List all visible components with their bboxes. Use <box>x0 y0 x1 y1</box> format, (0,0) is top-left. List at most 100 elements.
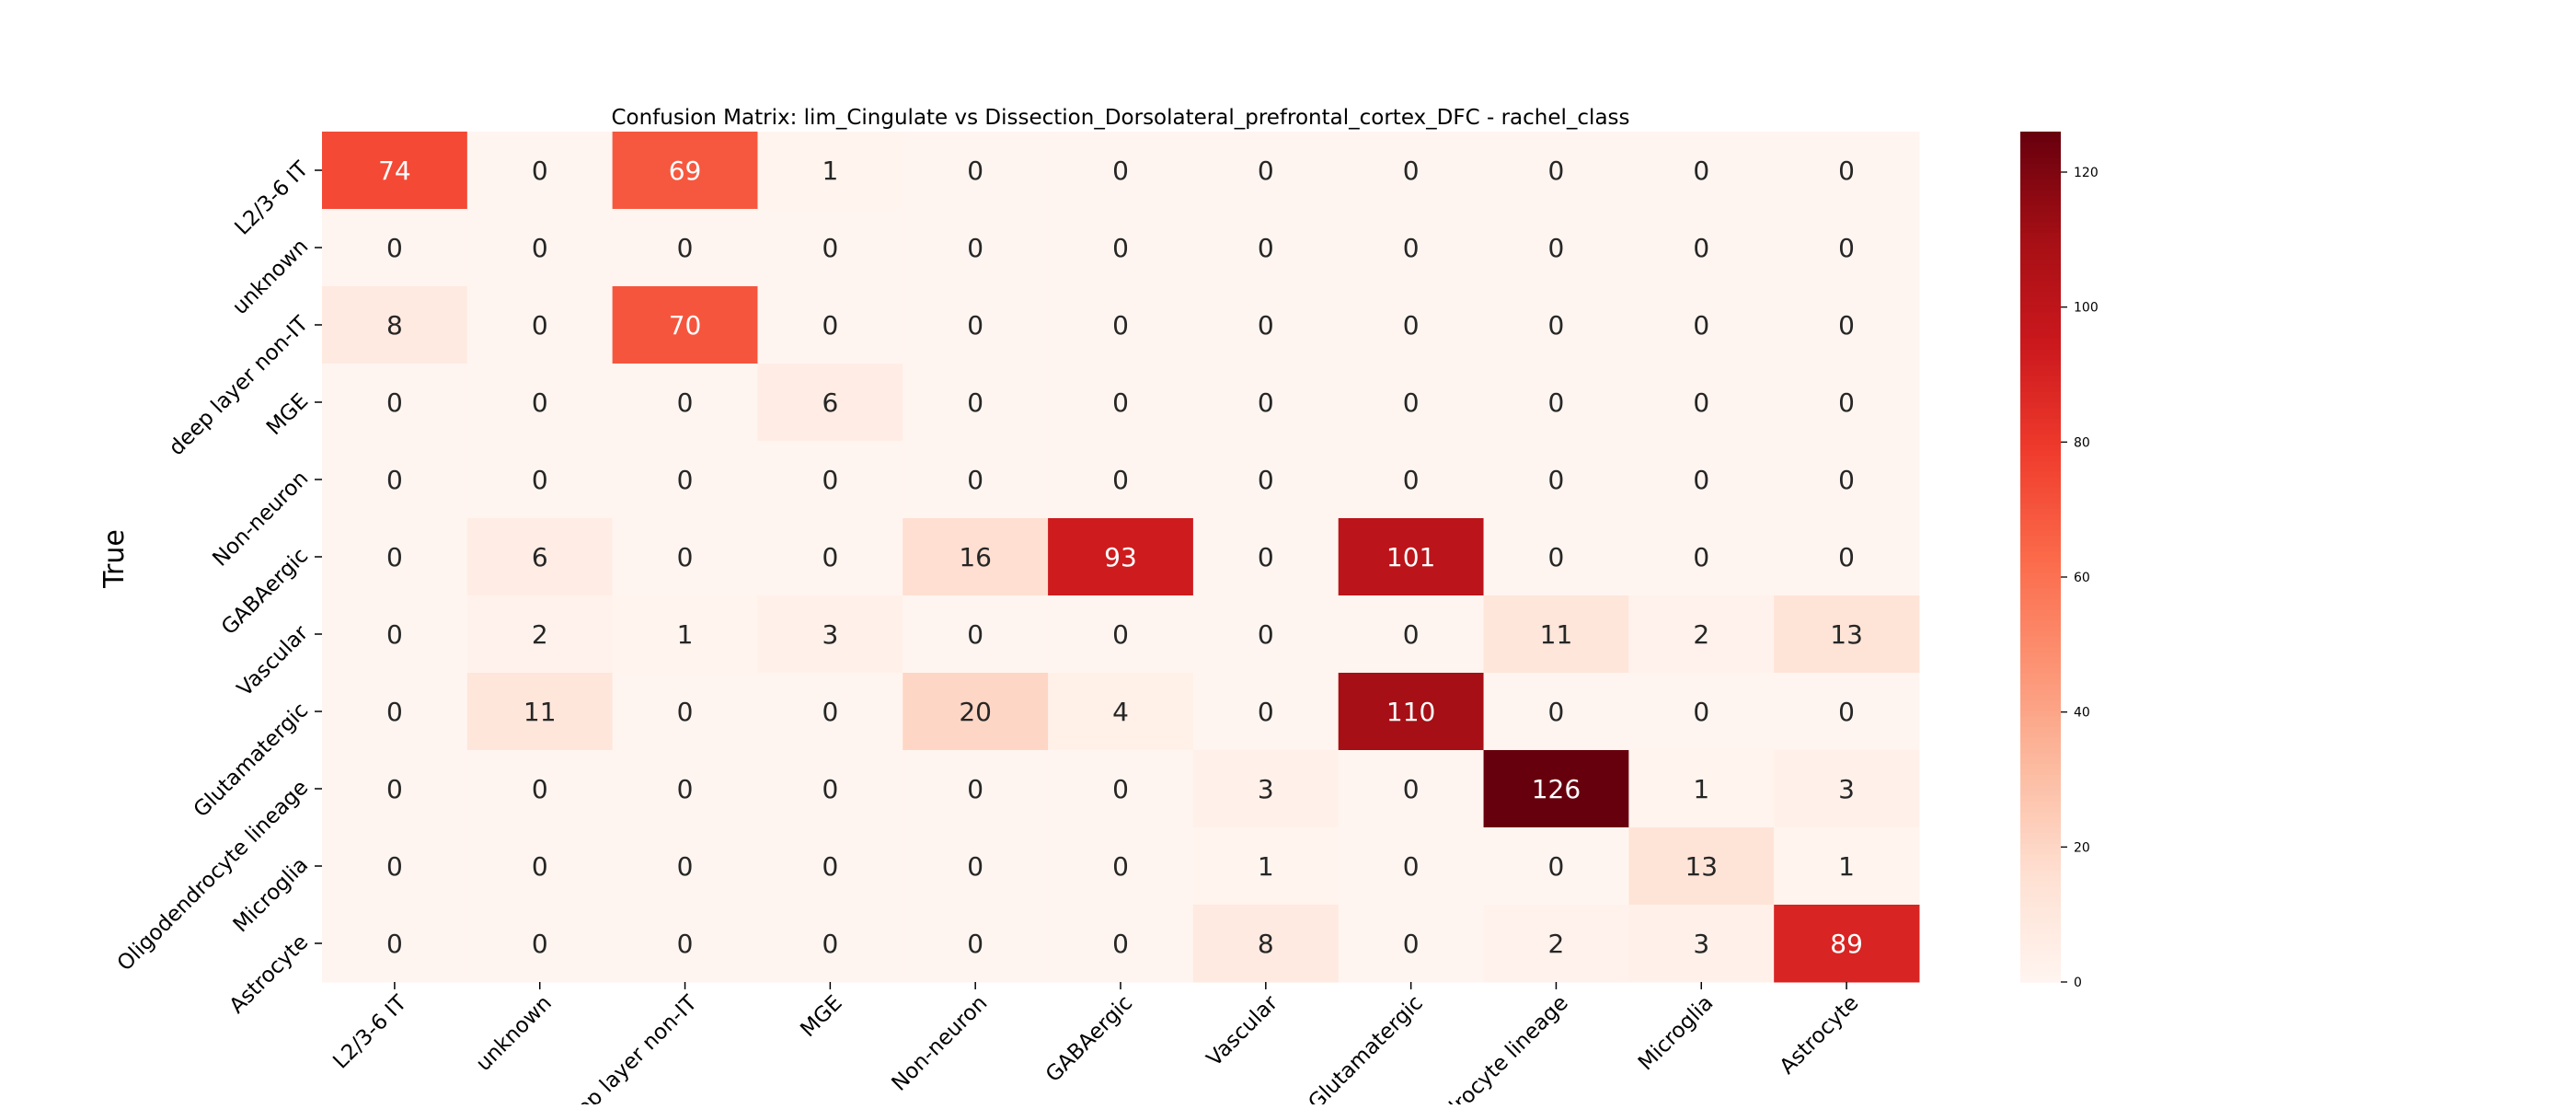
cell-value-label: 2 <box>1548 929 1565 959</box>
heatmap-cell <box>903 905 1049 983</box>
heatmap-cell <box>466 209 614 287</box>
heatmap-cell <box>322 827 468 906</box>
colorbar-segment <box>2020 333 2061 340</box>
colorbar-segment <box>2020 402 2061 409</box>
colorbar-segment <box>2020 641 2061 648</box>
colorbar-segment <box>2020 285 2061 292</box>
colorbar-segment <box>2020 827 2061 834</box>
heatmap-cell <box>757 595 903 674</box>
heatmap-cell <box>1774 595 1920 674</box>
cell-value-label: 0 <box>1403 310 1420 341</box>
heatmap-cell <box>1192 595 1340 674</box>
colorbar-segment <box>2020 535 2061 542</box>
colorbar-segment <box>2020 264 2061 271</box>
colorbar-segment <box>2020 604 2061 611</box>
colorbar-segment <box>2020 445 2061 452</box>
cell-value-label: 0 <box>386 233 403 263</box>
heatmap-cell <box>1338 441 1485 519</box>
colorbar-tick-label: 0 <box>2074 976 2082 990</box>
colorbar-segment <box>2020 354 2061 361</box>
colorbar-segment <box>2020 301 2061 308</box>
cell-value-label: 16 <box>959 542 992 572</box>
colorbar-segment <box>2020 391 2061 399</box>
heatmap-cell <box>1774 364 1920 442</box>
cell-value-label: 0 <box>386 851 403 882</box>
colorbar-segment <box>2020 753 2061 760</box>
cell-value-label: 93 <box>1104 542 1137 572</box>
colorbar-segment <box>2020 546 2061 552</box>
cell-value-label: 69 <box>669 156 702 186</box>
heatmap-cell <box>612 364 758 442</box>
chart-title: Confusion Matrix: lim_Cingulate vs Disse… <box>611 106 1629 130</box>
colorbar-segment <box>2020 822 2061 829</box>
colorbar-segment <box>2020 147 2061 154</box>
heatmap-cell <box>1774 209 1920 287</box>
colorbar-segment <box>2020 232 2061 239</box>
cell-value-label: 0 <box>677 542 694 572</box>
cell-value-label: 0 <box>386 387 403 418</box>
colorbar-segment <box>2020 699 2061 707</box>
heatmap-cell <box>1048 595 1194 674</box>
heatmap-cell <box>903 364 1049 442</box>
cell-value-label: 6 <box>532 542 548 572</box>
cell-value-label: 70 <box>669 310 702 341</box>
colorbar-segment <box>2020 243 2061 249</box>
cell-value-label: 0 <box>386 929 403 959</box>
heatmap-cell <box>1774 286 1920 364</box>
cell-value-label: 0 <box>1258 233 1274 263</box>
cell-value-label: 0 <box>1403 851 1420 882</box>
cell-value-label: 0 <box>1838 233 1855 263</box>
column-tick-label: Vascular <box>1202 990 1282 1070</box>
cell-value-label: 0 <box>822 697 838 727</box>
heatmap-cell <box>1192 441 1340 519</box>
colorbar-segment <box>2020 710 2061 717</box>
cell-value-label: 1 <box>1258 851 1274 882</box>
heatmap-cell <box>1048 827 1194 906</box>
cell-value-label: 0 <box>677 851 694 882</box>
cell-value-label: 13 <box>1830 619 1863 650</box>
colorbar-segment <box>2020 296 2061 303</box>
colorbar-segment <box>2020 153 2061 159</box>
colorbar-segment <box>2020 168 2061 175</box>
cell-value-label: 0 <box>1838 465 1855 495</box>
colorbar-segment <box>2020 929 2061 935</box>
column-tick-label: GABAergic <box>1041 991 1137 1087</box>
cell-value-label: 0 <box>1403 929 1420 959</box>
heatmap-cell <box>903 673 1049 751</box>
cell-value-label: 0 <box>1112 851 1129 882</box>
colorbar-segment <box>2020 833 2061 839</box>
row-tick-label: deep layer non-IT <box>165 311 314 460</box>
heatmap-cell <box>757 750 903 828</box>
heatmap-cell <box>903 518 1049 596</box>
colorbar-segment <box>2020 960 2061 967</box>
cell-value-label: 0 <box>967 851 983 882</box>
heatmap-cell <box>1048 518 1194 596</box>
colorbar-segment <box>2020 588 2061 595</box>
cell-value-label: 89 <box>1830 929 1863 959</box>
heatmap-cell <box>612 595 758 674</box>
heatmap-cell <box>466 750 614 828</box>
heatmap-cell <box>612 209 758 287</box>
cell-value-label: 0 <box>1838 156 1855 186</box>
cell-value-label: 0 <box>967 387 983 418</box>
row-tick-label: L2/3-6 IT <box>231 156 314 239</box>
colorbar-segment <box>2020 732 2061 738</box>
cell-value-label: 0 <box>1112 929 1129 959</box>
colorbar-segment <box>2020 174 2061 180</box>
colorbar-segment <box>2020 381 2061 387</box>
cell-value-label: 8 <box>386 310 403 341</box>
colorbar-segment <box>2020 657 2061 664</box>
heatmap-cell <box>1774 905 1920 983</box>
colorbar-segment <box>2020 237 2061 244</box>
colorbar-segment <box>2020 498 2061 504</box>
heatmap-cell <box>903 750 1049 828</box>
cell-value-label: 0 <box>677 774 694 804</box>
colorbar-segment <box>2020 211 2061 217</box>
colorbar-segment <box>2020 939 2061 946</box>
heatmap-cell <box>1048 209 1194 287</box>
colorbar-segment <box>2020 477 2061 483</box>
heatmap-cell <box>466 905 614 983</box>
cell-value-label: 0 <box>822 310 838 341</box>
